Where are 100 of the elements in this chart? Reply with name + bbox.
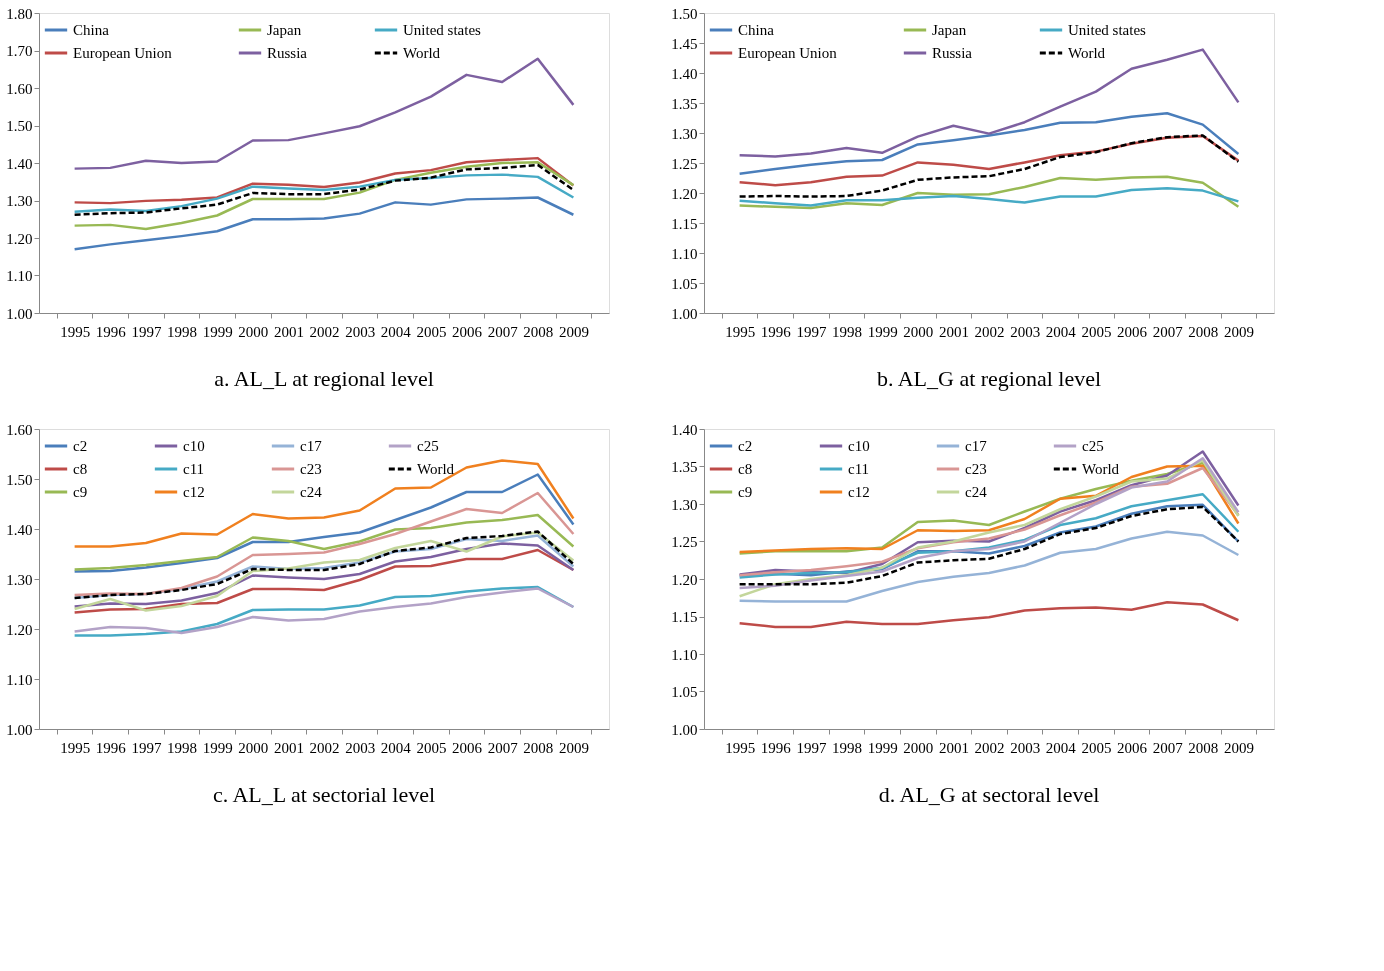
x-tick-label: 2001 xyxy=(273,739,304,756)
x-tick-label: 1997 xyxy=(131,739,162,756)
x-tick-label: 2008 xyxy=(523,323,554,340)
line-series xyxy=(738,134,1240,198)
y-tick-label: 1.25 xyxy=(671,534,698,550)
x-tick-label: 1996 xyxy=(95,323,127,340)
y-tick-label: 1.30 xyxy=(671,125,698,142)
y-tick-label: 1.40 xyxy=(671,65,698,82)
y-tick-label: 1.10 xyxy=(671,245,698,262)
y-tick-label: 1.60 xyxy=(6,80,33,97)
x-tick-label: 2001 xyxy=(273,323,304,340)
x-tick-label: 2000 xyxy=(238,323,269,340)
x-tick-label: 2001 xyxy=(938,739,969,756)
x-tick-label: 1995 xyxy=(725,323,756,340)
y-tick-label: 1.20 xyxy=(671,571,698,588)
legend-label: c10 xyxy=(848,438,870,454)
legend-label: World xyxy=(403,45,441,61)
x-tick-label: 2005 xyxy=(416,323,447,340)
x-tick-label: 1999 xyxy=(867,739,898,756)
x-tick-label: 1999 xyxy=(202,323,233,340)
y-tick-label: 1.15 xyxy=(671,215,698,232)
y-tick-label: 1.30 xyxy=(6,571,33,588)
legend-label: c2 xyxy=(738,438,753,454)
x-tick-label: 1995 xyxy=(60,739,91,756)
y-tick-label: 1.80 xyxy=(6,5,33,22)
x-tick-label: 2005 xyxy=(1081,323,1112,340)
legend-label: c8 xyxy=(738,461,753,477)
x-tick-label: 1995 xyxy=(725,739,756,756)
line-series xyxy=(738,530,1240,603)
x-tick-label: 2009 xyxy=(558,739,589,756)
x-tick-label: 2002 xyxy=(309,739,340,756)
line-series xyxy=(73,161,575,231)
x-tick-label: 2005 xyxy=(416,739,447,756)
y-tick-label: 1.00 xyxy=(6,305,33,322)
legend-label: c11 xyxy=(183,461,205,477)
y-tick-label: 1.50 xyxy=(671,5,698,22)
x-tick-label: 2009 xyxy=(1223,739,1254,756)
text: d. AL_G at sectoral level xyxy=(878,782,1100,807)
line-series xyxy=(73,513,575,571)
x-tick-label: 1995 xyxy=(60,323,91,340)
x-tick-label: 1998 xyxy=(167,323,197,340)
x-tick-label: 2008 xyxy=(523,739,554,756)
x-tick-label: 1997 xyxy=(796,739,827,756)
line-series xyxy=(738,601,1240,629)
x-tick-label: 2006 xyxy=(1117,323,1148,340)
text: c. AL_L at sectorial level xyxy=(212,782,436,807)
legend-label: United states xyxy=(1068,22,1147,38)
y-tick-label: 1.10 xyxy=(6,671,33,688)
x-tick-label: 2002 xyxy=(974,323,1005,340)
y-tick-label: 1.45 xyxy=(671,35,698,52)
legend-label: World xyxy=(1082,461,1120,477)
x-tick-label: 2004 xyxy=(1045,323,1077,340)
line-series xyxy=(73,156,575,205)
x-tick-label: 2008 xyxy=(1188,739,1219,756)
x-tick-label: 2004 xyxy=(380,323,412,340)
y-tick-label: 1.20 xyxy=(671,185,698,202)
x-tick-label: 2004 xyxy=(380,739,412,756)
legend-label: c23 xyxy=(965,461,987,477)
y-tick-label: 1.50 xyxy=(6,118,33,134)
x-tick-label: 1998 xyxy=(167,739,197,756)
y-tick-label: 1.50 xyxy=(6,471,33,488)
y-tick-label: 1.35 xyxy=(671,459,698,475)
legend-label: United states xyxy=(403,22,482,38)
line-series xyxy=(73,173,575,213)
legend-label: European Union xyxy=(73,45,173,61)
x-tick-label: 2003 xyxy=(345,323,376,340)
x-tick-label: 2003 xyxy=(345,739,376,756)
y-tick-label: 1.30 xyxy=(6,193,33,209)
x-tick-label: 2006 xyxy=(452,739,483,756)
x-tick-label: 2002 xyxy=(974,739,1005,756)
x-tick-label: 2001 xyxy=(938,323,969,340)
x-tick-label: 2005 xyxy=(1081,739,1112,756)
x-tick-label: 2007 xyxy=(487,739,519,756)
y-tick-label: 1.20 xyxy=(6,621,33,638)
x-tick-label: 1996 xyxy=(95,739,127,756)
x-tick-label: 2008 xyxy=(1188,323,1219,340)
x-tick-label: 2000 xyxy=(903,739,934,756)
legend-label: c24 xyxy=(965,484,988,500)
y-tick-label: 1.35 xyxy=(671,95,698,112)
legend-label: c10 xyxy=(183,438,205,454)
y-tick-label: 1.05 xyxy=(671,275,698,292)
line-series xyxy=(738,48,1240,158)
x-tick-label: 2007 xyxy=(1152,323,1184,340)
line-series xyxy=(738,175,1240,210)
x-tick-label: 2007 xyxy=(487,323,519,340)
line-series xyxy=(738,111,1240,176)
x-tick-label: 1999 xyxy=(867,323,898,340)
legend-label: World xyxy=(1068,45,1106,61)
x-tick-label: 2006 xyxy=(452,323,483,340)
x-tick-label: 1997 xyxy=(796,323,827,340)
x-tick-label: 2009 xyxy=(558,323,589,340)
x-tick-label: 2007 xyxy=(1152,739,1184,756)
y-tick-label: 1.15 xyxy=(671,609,698,625)
legend-label: c17 xyxy=(965,438,988,454)
y-tick-label: 1.40 xyxy=(671,421,698,438)
y-tick-label: 1.25 xyxy=(671,155,698,172)
legend-label: c12 xyxy=(848,484,870,500)
legend-label: c2 xyxy=(73,438,88,454)
legend-label: Japan xyxy=(267,22,302,38)
x-tick-label: 2006 xyxy=(1117,739,1148,756)
